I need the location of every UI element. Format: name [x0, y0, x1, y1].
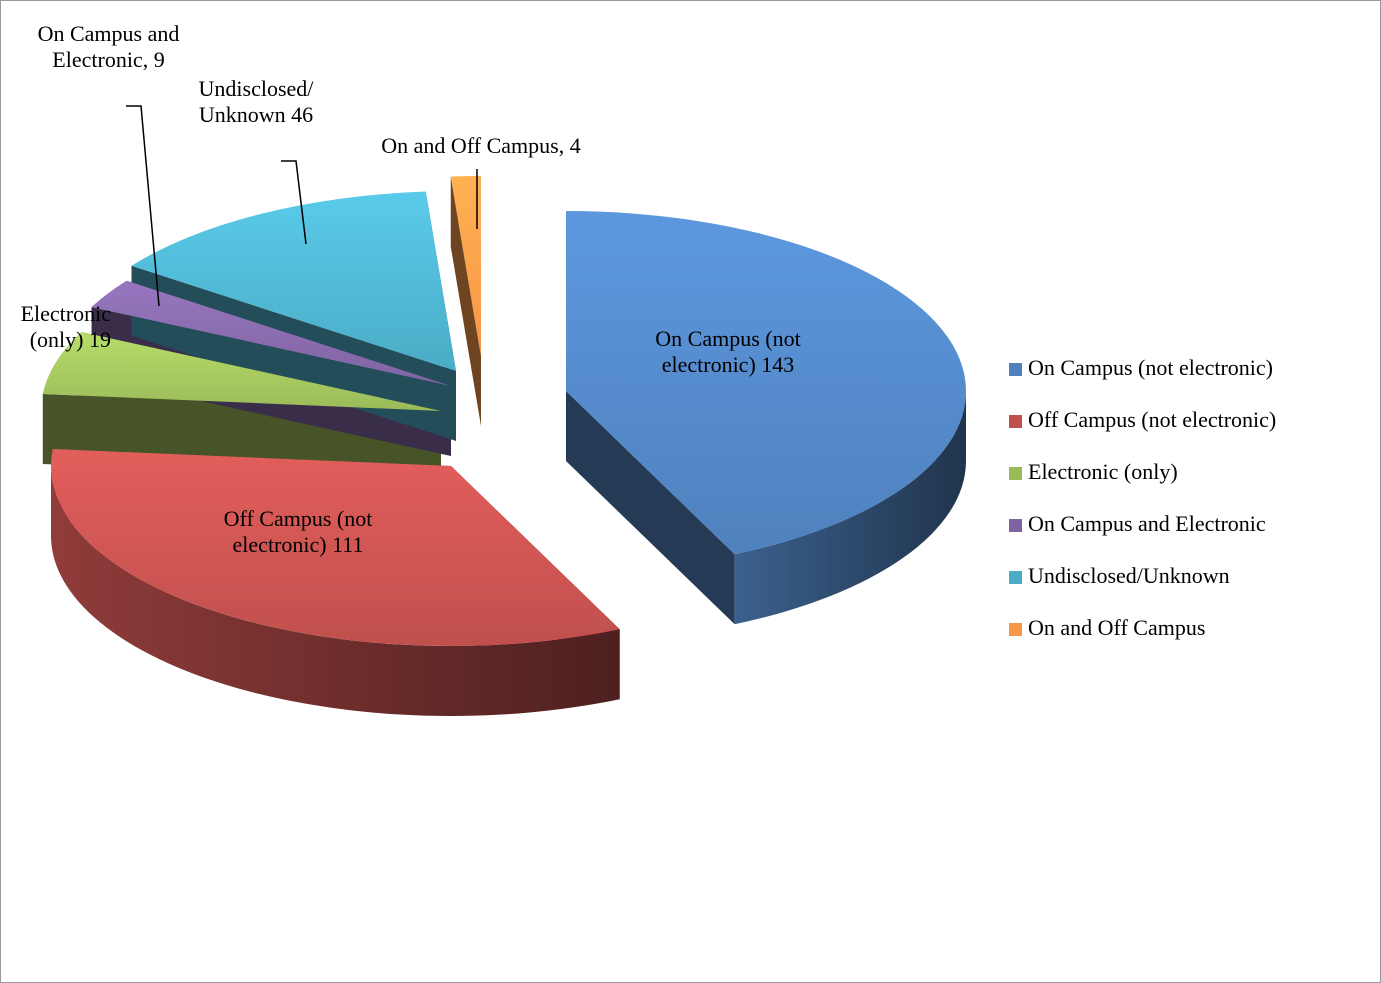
- slice: [450, 176, 481, 356]
- leader-line: [281, 160, 307, 245]
- slice: [91, 280, 452, 386]
- data-label: On and Off Campus, 4: [381, 133, 581, 158]
- slice-side: [51, 466, 620, 716]
- slice: [566, 211, 966, 555]
- slice: [50, 448, 620, 646]
- legend-label: On Campus and Electronic: [1028, 511, 1266, 536]
- legend-label: On and Off Campus: [1028, 615, 1206, 640]
- slice: [131, 191, 456, 371]
- slice-side: [734, 391, 966, 625]
- legend-label: On Campus (not electronic): [1028, 355, 1273, 380]
- legend-swatch: [1009, 571, 1022, 584]
- legend-swatch: [1009, 623, 1022, 636]
- legend-swatch: [1009, 363, 1022, 376]
- data-label: Undisclosed/ Unknown 46: [198, 76, 314, 127]
- legend-swatch: [1009, 415, 1022, 428]
- slice-wall: [450, 176, 481, 426]
- legend-label: Undisclosed/Unknown: [1028, 563, 1230, 588]
- data-label: Off Campus (not electronic) 111: [223, 506, 373, 557]
- legend-label: Electronic (only): [1028, 459, 1178, 484]
- data-label: Electronic (only) 19: [20, 301, 111, 352]
- legend-label: Off Campus (not electronic): [1028, 407, 1277, 432]
- slice: [42, 332, 441, 411]
- data-label: On Campus (not electronic) 143: [655, 326, 801, 377]
- legend-swatch: [1009, 519, 1022, 532]
- leader-line: [126, 105, 160, 307]
- slice-wall: [566, 391, 735, 625]
- data-label: On Campus and Electronic, 9: [37, 21, 180, 72]
- legend-swatch: [1009, 467, 1022, 480]
